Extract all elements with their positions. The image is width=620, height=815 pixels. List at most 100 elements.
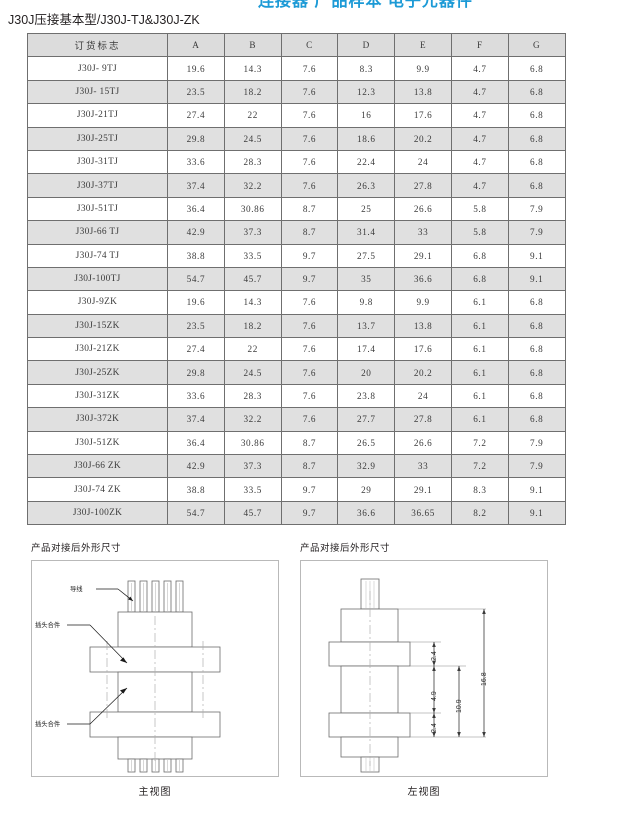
- cell-a: 38.8: [167, 243, 225, 268]
- table-row: J30J-74 TJ 38.8 33.5 9.7 27.5 29.1 6.8 9.1: [27, 243, 566, 268]
- cell-a: 29.8: [167, 360, 225, 385]
- cell-a: 27.4: [167, 337, 225, 362]
- table-row: J30J-66 TJ 42.9 37.3 8.7 31.4 33 5.8 7.9: [27, 220, 566, 245]
- cell-g: 7.9: [507, 220, 566, 245]
- cell-b: 22: [223, 103, 282, 128]
- cell-f: 8.3: [450, 477, 509, 502]
- cell-g: 6.8: [507, 103, 566, 128]
- figure-left-caption-top: 产品对接后外形尺寸: [31, 544, 122, 554]
- cell-g: 6.8: [507, 383, 566, 409]
- cell-f: 6.1: [450, 313, 509, 339]
- cell-f: 6.1: [450, 337, 509, 362]
- cell-c: 8.7: [280, 430, 339, 456]
- cell-c: 8.7: [280, 196, 339, 222]
- cell-f: 4.7: [450, 56, 509, 81]
- cell-b: 14.3: [223, 290, 282, 315]
- cell-a: 19.6: [167, 290, 225, 315]
- cell-mark: J30J-31ZK: [27, 383, 168, 409]
- specification-table: 订货标志 A B C D E F G J30J- 9TJ 19.6 14.3 7.6 8…: [27, 32, 566, 526]
- cell-a: 36.4: [167, 430, 225, 456]
- cell-c: 7.6: [280, 173, 339, 198]
- cell-mark: J30J-66 TJ: [27, 220, 168, 245]
- cell-d: 22.4: [337, 149, 396, 175]
- cell-mark: J30J-51TJ: [27, 196, 168, 222]
- cell-e: 33: [394, 454, 452, 479]
- label-plug-assembly-top: 插头合件: [35, 622, 61, 629]
- cell-g: 6.8: [507, 126, 566, 151]
- figure-right-caption-bottom: 左视图: [407, 787, 441, 798]
- cell-d: 31.4: [337, 220, 396, 245]
- column-header-d: D: [337, 32, 396, 58]
- cell-mark: J30J-74 ZK: [27, 477, 168, 502]
- cell-mark: J30J-9ZK: [27, 290, 168, 315]
- table-row: J30J-31ZK 33.6 28.3 7.6 23.8 24 6.1 6.8: [27, 383, 566, 409]
- cell-c: 9.7: [280, 500, 339, 526]
- cell-c: 7.6: [280, 290, 339, 315]
- flange-1: [328, 641, 411, 667]
- cell-c: 8.7: [280, 454, 339, 479]
- cell-d: 13.7: [337, 313, 396, 339]
- table-row: J30J- 9TJ 19.6 14.3 7.6 8.3 9.9 4.7 6.8: [27, 56, 566, 81]
- cell-mark: J30J-21ZK: [27, 337, 168, 362]
- cell-a: 33.6: [167, 383, 225, 409]
- dimension-10-9: 10.9: [456, 699, 463, 713]
- cell-d: 27.7: [337, 407, 396, 432]
- cell-f: 7.2: [450, 430, 509, 456]
- cell-f: 5.8: [450, 220, 509, 245]
- cell-f: 4.7: [450, 103, 509, 128]
- cell-c: 8.7: [280, 220, 339, 245]
- cell-b: 37.3: [223, 454, 282, 479]
- cell-c: 7.6: [280, 79, 339, 105]
- table-row: J30J-74 ZK 38.8 33.5 9.7 29 29.1 8.3 9.1: [27, 477, 566, 502]
- cell-f: 4.7: [450, 79, 509, 105]
- cell-f: 6.1: [450, 360, 509, 385]
- cell-a: 23.5: [167, 313, 225, 339]
- page-title: J30J压接基本型/J30J-TJ&J30J-ZK: [8, 13, 200, 27]
- cell-g: 6.8: [507, 149, 566, 175]
- cell-b: 30.86: [223, 196, 282, 222]
- cell-d: 9.8: [337, 290, 396, 315]
- cell-e: 26.6: [394, 196, 452, 222]
- cell-e: 24: [394, 383, 452, 409]
- cell-g: 6.8: [507, 313, 566, 339]
- figure-front-view: 产品对接后外形尺寸: [31, 540, 279, 798]
- figure-left-view: 产品对接后外形尺寸: [300, 540, 548, 798]
- cell-e: 20.2: [394, 126, 452, 151]
- cell-f: 5.8: [450, 196, 509, 222]
- body-block-1: [340, 608, 399, 643]
- cell-g: 6.8: [507, 360, 566, 385]
- cell-f: 6.1: [450, 383, 509, 409]
- figure-right-caption-top: 产品对接后外形尺寸: [300, 544, 391, 554]
- cell-c: 7.6: [280, 126, 339, 151]
- cell-c: 9.7: [280, 266, 339, 292]
- cell-d: 20: [337, 360, 396, 385]
- table-header-row: 订货标志 A B C D E F G: [27, 32, 566, 58]
- column-header-mark: 订货标志: [27, 32, 168, 58]
- wire-bundle-top: [127, 580, 184, 613]
- cell-b: 22: [223, 337, 282, 362]
- cell-b: 33.5: [223, 243, 282, 268]
- cell-b: 24.5: [223, 360, 282, 385]
- table-row: J30J-66 ZK 42.9 37.3 8.7 32.9 33 7.2 7.9: [27, 454, 566, 479]
- dimension-lines: [432, 609, 486, 737]
- cell-g: 9.1: [507, 477, 566, 502]
- cell-e: 20.2: [394, 360, 452, 385]
- cell-a: 29.8: [167, 126, 225, 151]
- cell-e: 26.6: [394, 430, 452, 456]
- cell-g: 6.8: [507, 173, 566, 198]
- cell-g: 6.8: [507, 290, 566, 315]
- cell-b: 45.7: [223, 500, 282, 526]
- cell-mark: J30J-37TJ: [27, 173, 168, 198]
- cell-c: 7.6: [280, 360, 339, 385]
- cell-e: 9.9: [394, 56, 452, 81]
- cell-mark: J30J-51ZK: [27, 430, 168, 456]
- table-row: J30J-25ZK 29.8 24.5 7.6 20 20.2 6.1 6.8: [27, 360, 566, 385]
- cell-d: 29: [337, 477, 396, 502]
- cell-c: 7.6: [280, 383, 339, 409]
- cell-e: 9.9: [394, 290, 452, 315]
- dimension-16-8: 16.8: [481, 672, 488, 686]
- cell-e: 29.1: [394, 477, 452, 502]
- dimension-4-9: 4.9: [431, 691, 438, 701]
- cell-f: 6.8: [450, 266, 509, 292]
- table-row: J30J-31TJ 33.6 28.3 7.6 22.4 24 4.7 6.8: [27, 149, 566, 175]
